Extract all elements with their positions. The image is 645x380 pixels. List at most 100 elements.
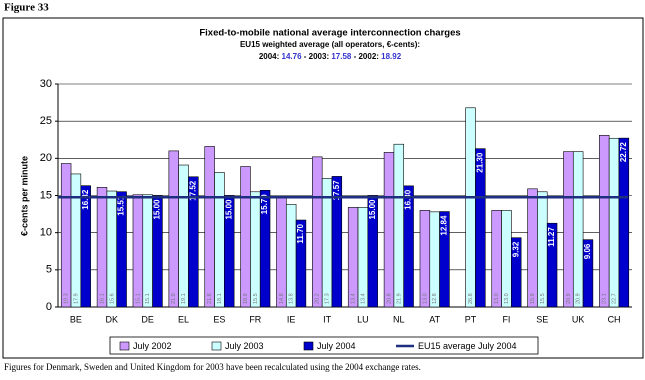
data-label: 20.2 xyxy=(315,293,321,304)
bar xyxy=(537,191,548,308)
bar xyxy=(214,172,225,308)
data-label: 17.52 xyxy=(188,180,197,201)
bar xyxy=(142,194,153,308)
data-label: 15.00 xyxy=(224,199,233,220)
bar xyxy=(204,146,215,308)
data-label: 17.3 xyxy=(325,293,331,304)
y-tick-label: 25 xyxy=(40,115,52,127)
data-label: 13.0 xyxy=(422,293,428,304)
chart-title: Fixed-to-mobile national average interco… xyxy=(199,28,460,39)
data-label: 20.9 xyxy=(576,293,582,304)
data-label: 15.51 xyxy=(117,195,126,216)
data-label: 15.70 xyxy=(260,194,269,215)
bar xyxy=(116,191,127,308)
bar xyxy=(357,207,369,308)
bar xyxy=(546,222,558,308)
data-label: 19.3 xyxy=(64,293,70,304)
summary: 2004: 14.76 - 2003: 17.58 - 2002: 18.92 xyxy=(259,52,402,61)
summary-text: - 2003: xyxy=(302,52,332,61)
bar xyxy=(511,237,522,308)
legend-label: EU15 average July 2004 xyxy=(418,341,517,351)
data-label: 21.0 xyxy=(171,293,177,304)
bar xyxy=(80,185,91,308)
bar xyxy=(347,207,359,308)
data-label: 21.9 xyxy=(396,293,402,304)
data-label: 15.00 xyxy=(153,199,162,220)
bar xyxy=(295,219,307,308)
data-label: 19.1 xyxy=(181,293,187,304)
bar xyxy=(168,150,179,308)
y-tick-label: 10 xyxy=(40,227,52,239)
data-label: 12.84 xyxy=(440,215,449,236)
legend-swatch xyxy=(303,341,314,351)
x-tick-label: BE xyxy=(70,314,82,324)
bar xyxy=(70,173,82,308)
legend-swatch xyxy=(119,341,130,351)
bar xyxy=(572,151,584,308)
x-tick-label: FI xyxy=(502,314,510,324)
bar xyxy=(501,210,512,308)
y-tick-label: 5 xyxy=(46,264,52,276)
data-label: 20.9 xyxy=(566,293,572,304)
x-tick-label: DE xyxy=(141,314,154,324)
data-label: 15.00 xyxy=(368,199,377,220)
data-label: 13.0 xyxy=(494,293,500,304)
x-tick-label: NL xyxy=(393,314,405,324)
x-tick-label: SE xyxy=(536,314,548,324)
x-tick-label: PT xyxy=(465,314,477,324)
data-label: 11.70 xyxy=(296,223,305,243)
bar xyxy=(618,137,630,308)
x-tick-label: AT xyxy=(429,314,440,324)
bar xyxy=(563,151,574,308)
x-tick-label: LU xyxy=(357,314,369,324)
data-label: 22.7 xyxy=(612,293,618,304)
y-tick-label: 30 xyxy=(40,78,52,90)
x-tick-label: CH xyxy=(608,314,621,324)
data-label: 15.1 xyxy=(135,293,141,304)
bar xyxy=(106,190,118,308)
data-label: 13.4 xyxy=(351,293,357,304)
bar xyxy=(312,156,323,308)
data-label: 17.9 xyxy=(73,293,79,304)
bar xyxy=(475,148,486,308)
x-tick-label: EL xyxy=(178,314,189,324)
y-tick-label: 15 xyxy=(40,189,52,201)
bar xyxy=(250,191,261,308)
data-label: 9.06 xyxy=(583,243,592,259)
y-tick-label: 20 xyxy=(40,152,52,164)
bar xyxy=(188,176,199,308)
data-label: 15.9 xyxy=(530,293,536,304)
bar xyxy=(582,239,594,308)
summary-value: 14.76 xyxy=(282,52,303,61)
x-tick-label: IE xyxy=(287,314,296,324)
x-tick-label: UK xyxy=(572,314,585,324)
data-label: 13.4 xyxy=(360,293,366,304)
bar xyxy=(419,210,431,308)
summary-value: 17.58 xyxy=(331,52,352,61)
bar xyxy=(465,107,476,308)
summary-text: 2004: xyxy=(259,52,282,61)
data-label: 23.1 xyxy=(602,293,608,304)
bar xyxy=(367,195,378,308)
data-label: 13.0 xyxy=(504,293,510,304)
bar xyxy=(383,152,395,308)
bar xyxy=(224,195,235,308)
legend-label: July 2004 xyxy=(317,341,356,351)
data-label: 9.32 xyxy=(511,241,520,257)
bar xyxy=(178,164,189,308)
legend-swatch xyxy=(211,341,222,351)
data-label: 18.9 xyxy=(243,293,249,304)
data-label: 15.5 xyxy=(253,293,259,304)
data-label: 13.8 xyxy=(289,293,295,304)
bar xyxy=(429,211,440,308)
data-label: 17.57 xyxy=(332,180,341,201)
data-label: 21.30 xyxy=(475,152,484,173)
data-label: 12.8 xyxy=(432,293,438,304)
bar xyxy=(240,166,251,308)
data-label: 15.6 xyxy=(109,293,115,304)
bar xyxy=(393,143,405,308)
data-label: 16.1 xyxy=(99,293,105,304)
y-tick-label: 0 xyxy=(46,301,52,313)
data-label: 26.8 xyxy=(468,293,474,304)
